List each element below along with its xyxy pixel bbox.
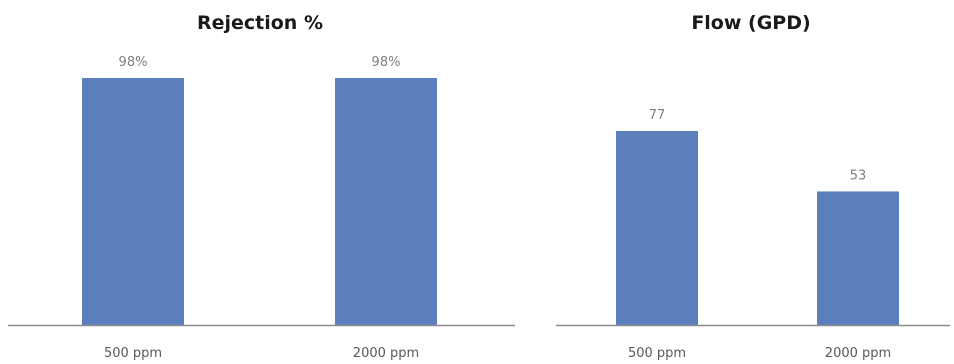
- bar-500-ppm: [82, 78, 184, 325]
- chart-title: Flow (GPD): [691, 12, 811, 34]
- data-label: 98%: [119, 55, 148, 70]
- rejection-chart: Rejection % 98% 500 ppm 98% 2000 ppm: [8, 12, 515, 361]
- rejection-plot: 98% 500 ppm 98% 2000 ppm: [8, 55, 515, 361]
- data-label: 77: [649, 108, 666, 123]
- data-label: 98%: [372, 55, 401, 70]
- bar-2000-ppm: [335, 78, 437, 325]
- bar-2000-ppm: [817, 191, 899, 325]
- flow-plot: 77 500 ppm 53 2000 ppm: [556, 108, 950, 361]
- x-tick-label: 2000 ppm: [353, 346, 419, 361]
- bar-500-ppm: [616, 130, 698, 325]
- flow-chart: Flow (GPD) 77 500 ppm 53 2000 ppm: [548, 0, 954, 364]
- x-tick-label: 500 ppm: [104, 346, 162, 361]
- data-label: 53: [850, 168, 867, 183]
- chart-title: Rejection %: [196, 12, 323, 34]
- x-tick-label: 2000 ppm: [825, 346, 891, 361]
- x-tick-label: 500 ppm: [628, 346, 686, 361]
